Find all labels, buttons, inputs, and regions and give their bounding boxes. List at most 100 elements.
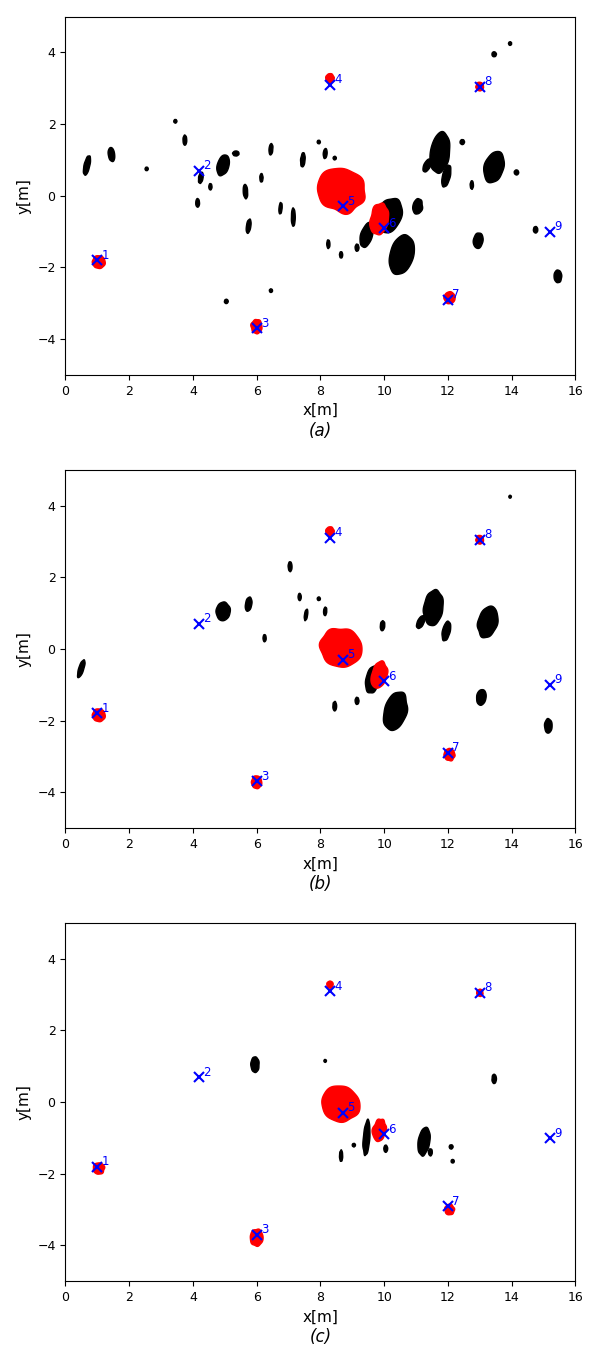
Polygon shape: [389, 234, 415, 275]
Polygon shape: [418, 1128, 430, 1156]
Polygon shape: [442, 165, 451, 187]
Polygon shape: [484, 152, 505, 183]
Polygon shape: [319, 628, 362, 668]
Polygon shape: [413, 199, 422, 214]
Polygon shape: [216, 603, 230, 620]
Polygon shape: [423, 589, 443, 626]
Polygon shape: [326, 73, 334, 83]
Y-axis label: y[m]: y[m]: [17, 177, 32, 214]
Text: 7: 7: [452, 288, 460, 301]
Polygon shape: [224, 299, 228, 303]
Polygon shape: [476, 689, 486, 705]
Polygon shape: [323, 149, 327, 158]
Polygon shape: [298, 593, 301, 601]
Polygon shape: [263, 635, 266, 642]
Text: 3: 3: [261, 1223, 268, 1236]
Polygon shape: [384, 1145, 388, 1152]
Polygon shape: [145, 167, 148, 171]
Polygon shape: [92, 256, 105, 268]
Polygon shape: [317, 168, 365, 214]
Polygon shape: [333, 156, 337, 160]
Text: 1: 1: [101, 249, 109, 261]
Polygon shape: [288, 562, 292, 571]
Text: 2: 2: [203, 612, 211, 626]
Text: 2: 2: [203, 160, 211, 172]
Polygon shape: [554, 269, 562, 283]
Polygon shape: [372, 1120, 386, 1141]
Polygon shape: [355, 244, 359, 252]
Text: 1: 1: [101, 701, 109, 715]
Polygon shape: [327, 982, 333, 988]
Text: 8: 8: [484, 74, 491, 88]
Polygon shape: [375, 199, 403, 233]
Polygon shape: [340, 252, 343, 259]
Polygon shape: [317, 597, 320, 601]
Text: 5: 5: [347, 649, 354, 661]
Polygon shape: [323, 607, 327, 616]
Polygon shape: [217, 154, 229, 176]
Polygon shape: [442, 621, 451, 640]
Polygon shape: [473, 233, 483, 249]
Text: 8: 8: [484, 528, 491, 542]
Text: 2: 2: [203, 1066, 211, 1079]
Polygon shape: [371, 661, 388, 688]
Polygon shape: [243, 184, 248, 199]
Polygon shape: [509, 496, 511, 498]
Polygon shape: [514, 169, 519, 175]
Polygon shape: [355, 697, 359, 704]
Text: 9: 9: [554, 221, 562, 233]
Text: (c): (c): [310, 1328, 331, 1346]
Text: 7: 7: [452, 1194, 460, 1208]
Polygon shape: [340, 1150, 343, 1162]
Polygon shape: [544, 719, 552, 733]
Polygon shape: [492, 1074, 496, 1083]
Polygon shape: [533, 226, 538, 233]
Polygon shape: [416, 616, 425, 628]
Text: 1: 1: [101, 1155, 109, 1169]
Polygon shape: [322, 1086, 360, 1122]
Polygon shape: [269, 288, 272, 292]
Polygon shape: [209, 184, 212, 190]
Polygon shape: [423, 158, 431, 172]
Polygon shape: [492, 51, 496, 57]
Polygon shape: [326, 527, 334, 536]
Y-axis label: y[m]: y[m]: [17, 631, 32, 668]
Text: 6: 6: [388, 670, 396, 682]
Polygon shape: [251, 1057, 259, 1072]
Polygon shape: [451, 1159, 454, 1163]
Polygon shape: [360, 222, 373, 248]
Polygon shape: [476, 83, 484, 91]
Polygon shape: [430, 131, 450, 173]
Text: 4: 4: [334, 527, 341, 539]
X-axis label: x[m]: x[m]: [302, 1309, 338, 1324]
Polygon shape: [279, 203, 282, 214]
Polygon shape: [246, 219, 251, 233]
X-axis label: x[m]: x[m]: [302, 856, 338, 871]
Polygon shape: [365, 666, 380, 693]
Polygon shape: [327, 240, 330, 249]
Text: 4: 4: [334, 73, 341, 87]
Polygon shape: [460, 139, 464, 145]
Polygon shape: [444, 749, 455, 761]
Polygon shape: [476, 535, 484, 544]
Polygon shape: [304, 609, 308, 620]
Polygon shape: [301, 153, 305, 167]
Polygon shape: [444, 291, 455, 303]
Polygon shape: [477, 607, 498, 638]
Text: 9: 9: [554, 673, 562, 686]
X-axis label: x[m]: x[m]: [302, 403, 338, 418]
Polygon shape: [77, 659, 85, 677]
Polygon shape: [260, 173, 263, 181]
Polygon shape: [251, 776, 262, 788]
Polygon shape: [233, 150, 239, 156]
Text: 7: 7: [452, 742, 460, 754]
Polygon shape: [380, 620, 385, 631]
Polygon shape: [445, 1204, 455, 1215]
Polygon shape: [428, 1148, 432, 1156]
Polygon shape: [333, 701, 337, 711]
Text: 6: 6: [388, 1122, 396, 1136]
Text: 3: 3: [261, 770, 268, 783]
Text: 4: 4: [334, 980, 341, 992]
Text: 9: 9: [554, 1127, 562, 1140]
Text: 5: 5: [347, 195, 354, 209]
